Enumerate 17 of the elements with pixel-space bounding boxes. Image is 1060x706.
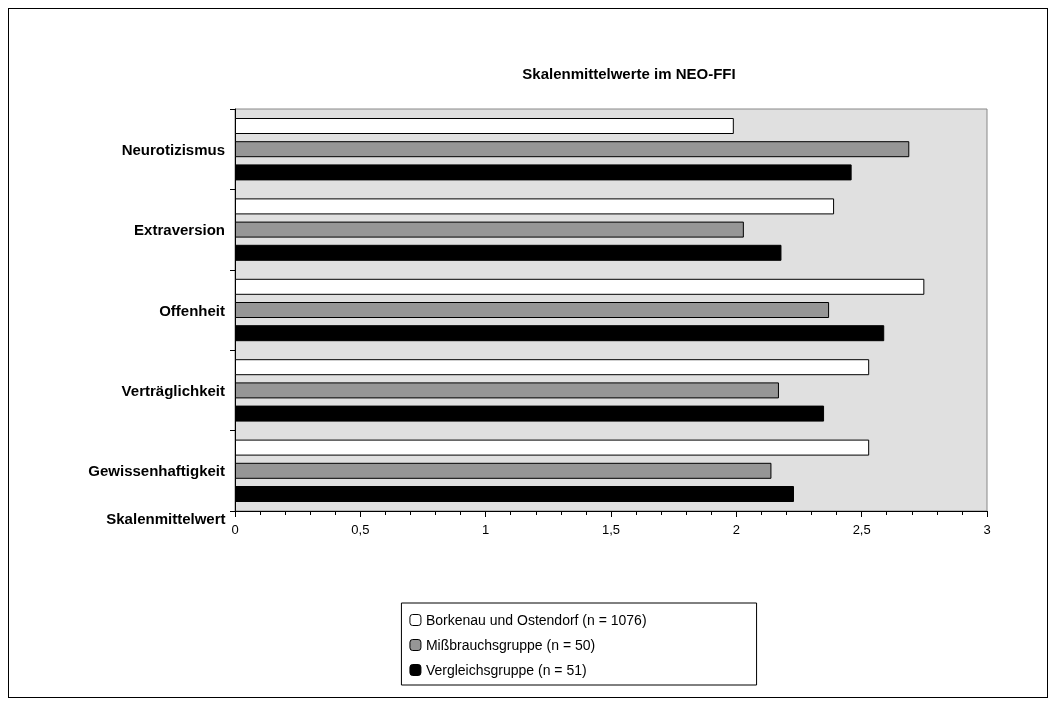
y-tick-label: Verträglichkeit bbox=[121, 381, 225, 399]
y-tick-label: Neurotizismus bbox=[121, 140, 225, 158]
y-tick-label: Gewissenhaftigkeit bbox=[88, 462, 225, 480]
x-tick-label: 1,5 bbox=[601, 522, 621, 537]
x-tick-label: 2 bbox=[732, 522, 740, 537]
x-tick-label: 0 bbox=[231, 522, 239, 537]
x-tick-label: 2,5 bbox=[852, 522, 871, 537]
y-tick-label: Extraversion bbox=[134, 221, 225, 239]
x-tick-label: 0,5 bbox=[351, 522, 370, 537]
x-tick-label: 3 bbox=[983, 522, 991, 537]
x-tick-label: 1 bbox=[482, 522, 490, 537]
legend-label: Mißbrauchsgruppe (n = 50) bbox=[425, 637, 596, 653]
chart-title: Skalenmittelwerte im NEO-FFI bbox=[522, 65, 736, 82]
y-tick-label: Offenheit bbox=[159, 301, 225, 319]
legend-label: Vergleichsgruppe (n = 51) bbox=[425, 662, 587, 678]
x-axis-title: Skalenmittelwert bbox=[106, 510, 226, 527]
legend-label: Borkenau und Ostendorf (n = 1076) bbox=[425, 612, 647, 628]
